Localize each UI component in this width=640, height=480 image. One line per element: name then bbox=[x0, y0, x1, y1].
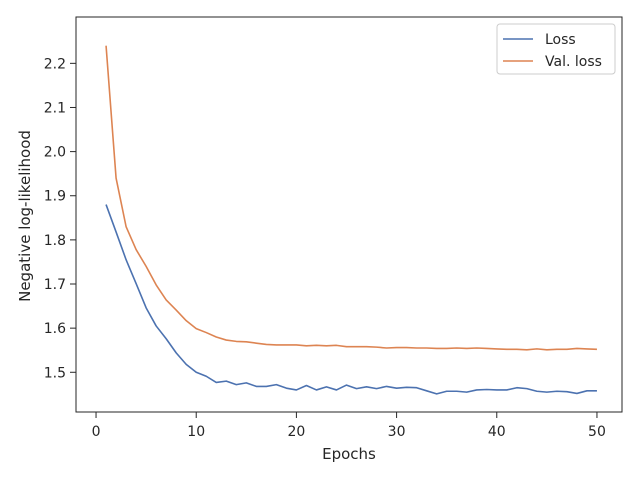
plot-frame bbox=[75, 16, 623, 413]
y-axis: 1.5 1.6 1.7 1.8 1.9 2.0 2.1 2.2 bbox=[44, 56, 76, 381]
legend: Loss Val. loss bbox=[496, 23, 616, 75]
y-axis-label: Negative log-likelihood bbox=[16, 130, 34, 302]
y-tick-label: 1.9 bbox=[44, 189, 66, 205]
x-axis: 0 10 20 30 40 50 bbox=[92, 412, 606, 440]
y-tick-label: 2.1 bbox=[44, 100, 66, 116]
y-tick-label: 2.0 bbox=[44, 145, 66, 161]
y-tick-label: 1.8 bbox=[44, 233, 66, 249]
x-tick-label: 10 bbox=[187, 424, 205, 440]
y-tick-label: 1.6 bbox=[44, 321, 66, 337]
legend-label-loss: Loss bbox=[545, 32, 576, 48]
series-line-val-loss bbox=[105, 45, 597, 351]
x-tick-label: 40 bbox=[488, 424, 506, 440]
x-axis-label: Epochs bbox=[322, 445, 376, 463]
legend-label-val-loss: Val. loss bbox=[545, 54, 602, 70]
series-line-loss bbox=[105, 204, 597, 395]
y-tick-label: 1.7 bbox=[44, 277, 66, 293]
y-tick-label: 2.2 bbox=[44, 56, 66, 72]
x-tick-label: 50 bbox=[588, 424, 606, 440]
x-tick-label: 0 bbox=[92, 424, 101, 440]
y-tick-label: 1.5 bbox=[44, 365, 66, 381]
plot-area bbox=[75, 16, 623, 413]
series-lines bbox=[105, 45, 597, 395]
x-tick-label: 30 bbox=[388, 424, 406, 440]
x-tick-label: 20 bbox=[287, 424, 305, 440]
